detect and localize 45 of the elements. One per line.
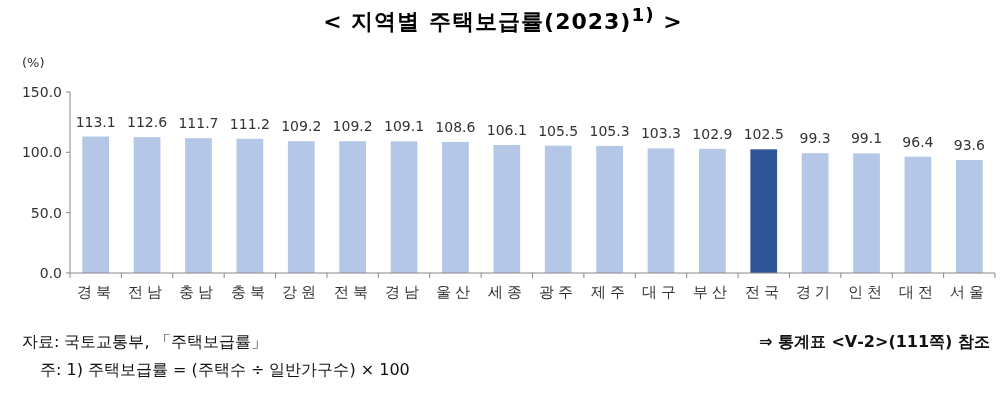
- x-tick-label: 대전: [898, 283, 937, 301]
- text: 주: 1) 주택보급률 = (주택수 ÷ 일반가구수) × 100: [40, 360, 410, 381]
- data-label: 109.1: [383, 118, 425, 135]
- x-tick-label: 세종: [487, 283, 526, 301]
- x-tick-label: 전북: [333, 283, 372, 301]
- x-tick-label: 서울: [950, 283, 989, 301]
- data-label: 99.3: [799, 130, 831, 147]
- text: 자료: 국토교통부, 「주택보급률」: [22, 332, 267, 353]
- y-tick-label: 150.0: [21, 84, 62, 100]
- chart-title: < 지역별 주택보급률(2023)$^{1)}$ >: [322, 4, 684, 37]
- data-label: 111.2: [229, 115, 270, 132]
- data-label: 102.5: [743, 126, 784, 143]
- data-label: 108.6: [435, 118, 476, 135]
- y-tick-label: 0.0: [39, 265, 62, 281]
- data-label: 96.4: [902, 133, 934, 150]
- data-label: 105.5: [538, 122, 579, 139]
- data-label: 93.6: [953, 137, 985, 154]
- data-label: 106.1: [486, 121, 527, 138]
- text: ⇒ 통계표 <Ⅴ-2>(111쪽) 참조: [758, 332, 990, 353]
- x-tick-label: 대구: [641, 283, 680, 301]
- x-tick-label: 충북: [230, 283, 269, 301]
- x-tick-label: 인천: [847, 283, 886, 301]
- data-label: 103.3: [640, 125, 682, 142]
- data-label: 109.2: [332, 118, 373, 135]
- x-tick-label: 부산: [693, 283, 732, 301]
- x-tick-label: 전국: [744, 283, 783, 301]
- data-label: 109.2: [281, 118, 322, 135]
- x-tick-label: 강원: [282, 283, 321, 301]
- data-label: 105.3: [589, 122, 630, 139]
- data-label: 99.1: [850, 130, 883, 147]
- data-label: 102.9: [692, 125, 733, 142]
- data-label: 113.1: [75, 113, 116, 130]
- x-tick-label: 광주: [539, 283, 578, 301]
- x-tick-label: 울산: [436, 283, 475, 301]
- data-label: 112.6: [127, 114, 168, 131]
- x-tick-label: 제주: [590, 283, 629, 301]
- x-tick-label: 경남: [385, 283, 424, 301]
- y-tick-label: 50.0: [30, 204, 62, 221]
- x-tick-label: 전남: [128, 283, 167, 301]
- y-axis-title: (%): [22, 55, 45, 70]
- x-tick-label: 경북: [76, 283, 115, 301]
- y-tick-label: 100.0: [21, 144, 62, 161]
- data-label: 111.7: [178, 115, 219, 132]
- x-tick-label: 경기: [796, 283, 835, 301]
- x-tick-label: 충남: [179, 283, 218, 301]
